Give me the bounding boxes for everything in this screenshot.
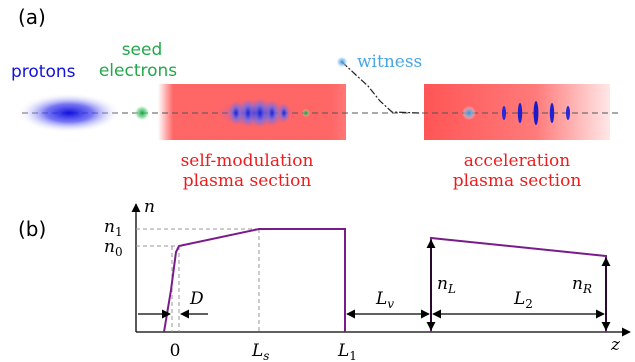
seed-electron-bunch <box>134 105 150 121</box>
tick-L1: L1 <box>337 341 357 362</box>
tick-n0: n0 <box>104 237 123 259</box>
label-Lv: Lv <box>375 289 394 311</box>
proton-microbunch-train <box>502 101 570 125</box>
seed-electrons-in-plasma <box>302 109 310 117</box>
density-profile-self-modulation <box>163 228 346 333</box>
acceleration-label-line1: acceleration <box>464 151 571 171</box>
label-nL: nL <box>437 274 456 296</box>
protons-label: protons <box>11 62 76 82</box>
tick-Ls: Ls <box>251 341 269 362</box>
panel-a-label: (a) <box>18 5 46 29</box>
guide-lines <box>136 228 260 332</box>
acceleration-label-line2: plasma section <box>453 171 582 191</box>
seed-electrons-label-line1: seed <box>122 40 163 60</box>
witness-bunch-accelerated <box>462 106 476 120</box>
panel-a: (a) <box>11 5 622 191</box>
label-L2: L2 <box>513 289 533 311</box>
label-nR: nR <box>572 274 592 296</box>
tick-zero: 0 <box>170 341 181 361</box>
self-modulation-label-line1: self-modulation <box>181 151 314 171</box>
seed-electrons-label-line2: electrons <box>99 61 177 81</box>
witness-label: witness <box>357 52 422 72</box>
proton-bunch <box>17 93 121 133</box>
y-axis-label: n <box>144 197 155 217</box>
witness-bunch-injection <box>336 56 348 68</box>
label-D: D <box>189 289 204 309</box>
panel-b-label: (b) <box>18 217 46 241</box>
tick-n1: n1 <box>104 217 123 239</box>
x-axis-label: z <box>610 335 621 355</box>
panel-b: (b) n z n1 n0 0 Ls L1 D Lv <box>18 197 631 362</box>
acceleration-plasma-section <box>424 84 610 140</box>
witness-injection-path <box>341 61 421 114</box>
self-modulation-label-line2: plasma section <box>183 171 312 191</box>
self-modulated-proton-bunch <box>218 98 294 128</box>
